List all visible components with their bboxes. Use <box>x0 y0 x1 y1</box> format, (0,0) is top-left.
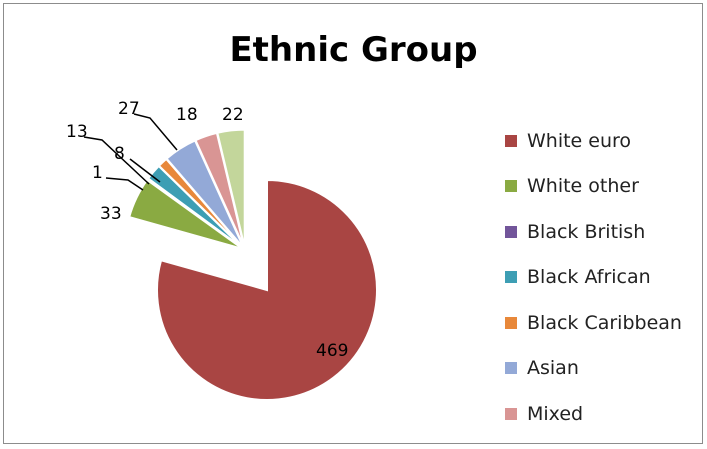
legend-swatch <box>505 271 517 284</box>
legend-label: Black British <box>527 220 646 243</box>
pie-slice-8 <box>216 128 246 248</box>
legend-swatch <box>505 316 517 329</box>
chart-legend: White euro White other Black British Black … <box>505 118 682 437</box>
legend-swatch <box>505 407 517 420</box>
legend-item-5: Black Caribbean <box>505 300 682 346</box>
legend-label: Asian <box>527 357 579 380</box>
leader-line-6 <box>133 113 178 151</box>
data-label-1: 469 <box>316 341 348 361</box>
data-label-3: 1 <box>92 163 103 183</box>
legend-item-6: Asian <box>505 346 682 392</box>
data-label-4: 13 <box>66 122 88 142</box>
leader-line-4 <box>83 136 150 185</box>
chart-title: Ethnic Group <box>229 30 478 70</box>
legend-label: Black Caribbean <box>527 311 682 334</box>
legend-label: White other <box>527 175 639 198</box>
legend-label: White euro <box>527 129 632 152</box>
leader-line-5 <box>129 158 161 183</box>
legend-swatch <box>505 134 517 147</box>
legend-label: Black African <box>527 266 651 289</box>
legend-item-1: White euro <box>505 118 682 164</box>
legend-label: Mixed <box>527 402 584 425</box>
legend-item-2: White other <box>505 164 682 210</box>
legend-swatch <box>505 180 517 193</box>
pie-slice-1 <box>156 178 378 401</box>
legend-item-7: Mixed <box>505 391 682 437</box>
data-label-7: 18 <box>176 105 198 125</box>
leader-line-3 <box>105 177 144 191</box>
data-label-8: 22 <box>222 105 244 125</box>
legend-swatch <box>505 362 517 375</box>
data-label-5: 8 <box>114 144 125 164</box>
legend-swatch <box>505 225 517 238</box>
legend-item-3: Black British <box>505 209 682 255</box>
data-label-6: 27 <box>118 99 140 119</box>
legend-item-4: Black African <box>505 255 682 301</box>
data-label-2: 33 <box>100 204 122 224</box>
